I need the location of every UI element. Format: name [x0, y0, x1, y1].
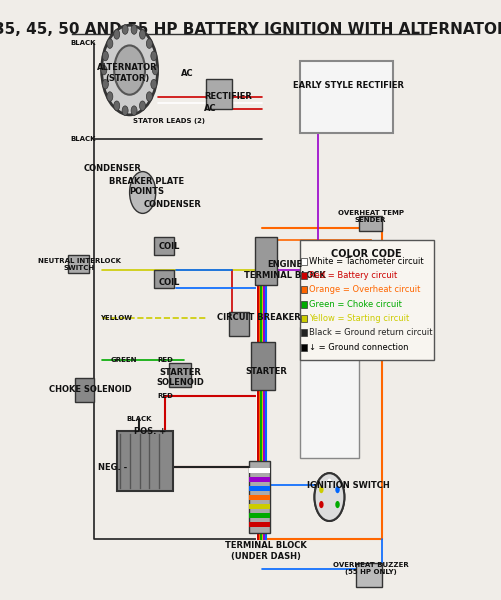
- Bar: [228, 312, 248, 336]
- Text: OVERHEAT TEMP
SENDER: OVERHEAT TEMP SENDER: [337, 210, 403, 223]
- Text: BLACK: BLACK: [70, 136, 96, 142]
- Circle shape: [114, 46, 145, 95]
- Text: RED: RED: [157, 392, 173, 398]
- Bar: [299, 61, 392, 133]
- Bar: [301, 315, 307, 322]
- Circle shape: [319, 501, 323, 508]
- Circle shape: [114, 29, 119, 39]
- Bar: [248, 461, 269, 533]
- Text: 35, 45, 50 AND 55 HP BATTERY IGNITION WITH ALTERNATOR: 35, 45, 50 AND 55 HP BATTERY IGNITION WI…: [0, 22, 501, 37]
- Bar: [355, 563, 381, 587]
- Text: AC: AC: [181, 68, 193, 77]
- Bar: [248, 487, 269, 491]
- Bar: [154, 270, 174, 288]
- Circle shape: [139, 29, 145, 39]
- Circle shape: [107, 92, 113, 101]
- Text: NEG. -: NEG. -: [98, 463, 127, 472]
- Text: ↓ = Ground connection: ↓ = Ground connection: [308, 343, 408, 352]
- Circle shape: [335, 486, 339, 493]
- Text: Yellow = Starting circuit: Yellow = Starting circuit: [308, 314, 408, 323]
- Circle shape: [152, 65, 158, 75]
- Text: STARTER: STARTER: [244, 367, 286, 376]
- Circle shape: [131, 106, 137, 115]
- Circle shape: [129, 172, 155, 214]
- Text: NEUTRAL INTERLOCK
SWITCH: NEUTRAL INTERLOCK SWITCH: [38, 257, 120, 271]
- Text: RECTIFIER: RECTIFIER: [204, 92, 252, 101]
- Bar: [248, 495, 269, 500]
- Bar: [116, 431, 172, 491]
- Text: COIL: COIL: [158, 242, 179, 251]
- Text: COIL: COIL: [158, 278, 179, 287]
- Bar: [299, 240, 433, 360]
- Bar: [75, 377, 94, 401]
- Circle shape: [146, 39, 152, 49]
- Text: STARTER
SOLENOID: STARTER SOLENOID: [156, 368, 203, 388]
- Bar: [250, 342, 275, 389]
- Circle shape: [319, 486, 323, 493]
- Circle shape: [314, 473, 344, 521]
- Text: Green = Choke circuit: Green = Choke circuit: [308, 299, 401, 308]
- Text: BLACK: BLACK: [70, 40, 96, 46]
- Text: BREAKER PLATE
POINTS: BREAKER PLATE POINTS: [109, 177, 183, 196]
- Circle shape: [101, 25, 157, 115]
- Bar: [168, 363, 191, 386]
- Bar: [248, 513, 269, 518]
- Text: EARLY STYLE RECTIFIER: EARLY STYLE RECTIFIER: [292, 80, 403, 89]
- Circle shape: [102, 79, 108, 89]
- Bar: [248, 522, 269, 527]
- Circle shape: [122, 106, 128, 115]
- Text: Red = Battery circuit: Red = Battery circuit: [308, 271, 396, 280]
- Circle shape: [150, 51, 156, 61]
- Text: Orange = Overheat circuit: Orange = Overheat circuit: [308, 286, 419, 295]
- Circle shape: [131, 25, 137, 34]
- Circle shape: [101, 65, 107, 75]
- Circle shape: [150, 79, 156, 89]
- Circle shape: [335, 501, 339, 508]
- Bar: [248, 504, 269, 509]
- Bar: [299, 327, 359, 458]
- Text: ALTERNATOR
(STATOR): ALTERNATOR (STATOR): [97, 64, 158, 83]
- Text: AC: AC: [203, 104, 216, 113]
- Text: GREEN: GREEN: [111, 357, 137, 363]
- Circle shape: [146, 92, 152, 101]
- Text: White = Tachometer circuit: White = Tachometer circuit: [308, 257, 423, 266]
- Text: ENGINE
TERMINAL BLOCK: ENGINE TERMINAL BLOCK: [243, 260, 325, 280]
- Text: YELLOW: YELLOW: [100, 315, 132, 321]
- Text: OVERHEAT BUZZER
(55 HP ONLY): OVERHEAT BUZZER (55 HP ONLY): [332, 562, 408, 575]
- Circle shape: [122, 25, 128, 34]
- Text: POS. +: POS. +: [134, 427, 166, 436]
- Circle shape: [327, 479, 331, 486]
- Bar: [248, 469, 269, 473]
- Bar: [301, 257, 307, 265]
- Bar: [301, 329, 307, 337]
- Bar: [154, 237, 174, 255]
- Bar: [301, 301, 307, 308]
- Text: CONDENSER: CONDENSER: [143, 200, 201, 209]
- Bar: [206, 79, 232, 109]
- Circle shape: [314, 473, 344, 521]
- Bar: [359, 217, 381, 232]
- Circle shape: [107, 39, 113, 49]
- Text: COLOR CODE: COLOR CODE: [331, 249, 401, 259]
- Circle shape: [139, 101, 145, 110]
- Bar: [68, 255, 88, 273]
- Circle shape: [102, 51, 108, 61]
- Text: CIRCUIT BREAKER: CIRCUIT BREAKER: [216, 313, 300, 322]
- Text: CONDENSER: CONDENSER: [84, 164, 141, 173]
- Text: IGNITION SWITCH: IGNITION SWITCH: [306, 481, 389, 490]
- Bar: [301, 286, 307, 293]
- Text: STATOR LEADS (2): STATOR LEADS (2): [133, 118, 204, 124]
- Text: RED: RED: [157, 357, 173, 363]
- Circle shape: [114, 101, 119, 110]
- Text: Black = Ground return circuit: Black = Ground return circuit: [308, 328, 431, 337]
- Bar: [254, 237, 277, 285]
- Bar: [248, 478, 269, 482]
- Bar: [301, 344, 307, 351]
- Text: CHOKE SOLENOID: CHOKE SOLENOID: [49, 385, 131, 394]
- Bar: [301, 272, 307, 279]
- Text: BLACK: BLACK: [126, 416, 151, 422]
- Text: TERMINAL BLOCK
(UNDER DASH): TERMINAL BLOCK (UNDER DASH): [224, 541, 306, 560]
